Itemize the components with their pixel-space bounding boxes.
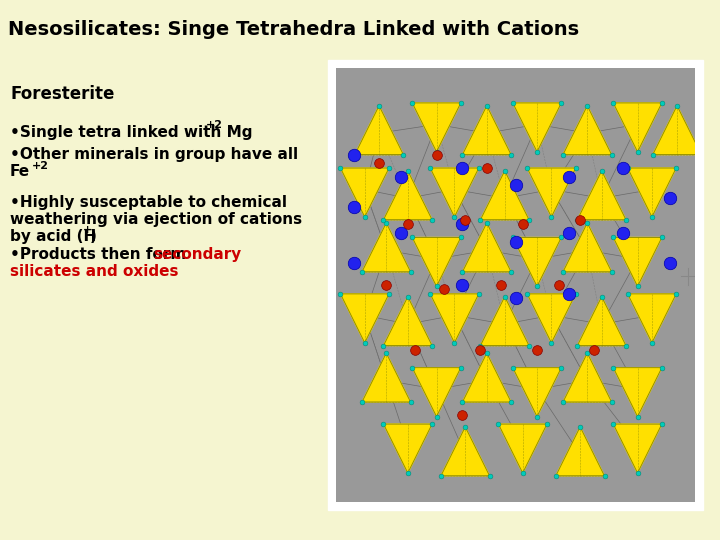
Polygon shape: [527, 294, 575, 343]
Polygon shape: [462, 353, 511, 402]
Polygon shape: [355, 106, 403, 154]
Polygon shape: [556, 427, 604, 476]
Polygon shape: [480, 296, 529, 346]
Polygon shape: [563, 353, 611, 402]
Polygon shape: [480, 171, 529, 220]
Text: •Single tetra linked with Mg: •Single tetra linked with Mg: [10, 125, 253, 140]
Polygon shape: [431, 168, 479, 217]
Polygon shape: [431, 294, 479, 343]
Text: +: +: [83, 225, 92, 235]
Text: silicates and oxides: silicates and oxides: [10, 264, 179, 279]
Text: Fe: Fe: [10, 164, 30, 179]
Polygon shape: [613, 238, 662, 286]
Text: Nesosilicates: Singe Tetrahedra Linked with Cations: Nesosilicates: Singe Tetrahedra Linked w…: [8, 20, 579, 39]
Polygon shape: [577, 296, 626, 346]
Polygon shape: [628, 168, 676, 217]
Text: •Other minerals in group have all: •Other minerals in group have all: [10, 147, 298, 162]
Bar: [328, 60, 703, 510]
Polygon shape: [498, 424, 547, 473]
Text: •Highly susceptable to chemical: •Highly susceptable to chemical: [10, 195, 287, 210]
Polygon shape: [628, 294, 676, 343]
Polygon shape: [613, 424, 662, 473]
Text: weathering via ejection of cations: weathering via ejection of cations: [10, 212, 302, 227]
Polygon shape: [341, 168, 389, 217]
Polygon shape: [613, 368, 662, 416]
Text: Foresterite: Foresterite: [10, 85, 114, 103]
Polygon shape: [384, 424, 432, 473]
Polygon shape: [513, 238, 562, 286]
Polygon shape: [413, 103, 461, 152]
Polygon shape: [413, 368, 461, 416]
Polygon shape: [413, 238, 461, 286]
Text: +2: +2: [32, 161, 49, 171]
Polygon shape: [384, 296, 432, 346]
Polygon shape: [577, 171, 626, 220]
Text: •Products then form: •Products then form: [10, 247, 192, 262]
Polygon shape: [441, 427, 490, 476]
Polygon shape: [362, 353, 410, 402]
Polygon shape: [362, 223, 410, 272]
Text: +2: +2: [206, 120, 223, 130]
Polygon shape: [462, 223, 511, 272]
Polygon shape: [527, 168, 575, 217]
Polygon shape: [341, 294, 389, 343]
Polygon shape: [462, 106, 511, 154]
Text: secondary: secondary: [153, 247, 241, 262]
Polygon shape: [653, 106, 701, 154]
Text: by acid (H: by acid (H: [10, 229, 96, 244]
Polygon shape: [513, 103, 562, 152]
Text: ): ): [90, 229, 97, 244]
Polygon shape: [613, 103, 662, 152]
Polygon shape: [384, 171, 432, 220]
Polygon shape: [563, 106, 611, 154]
Polygon shape: [513, 368, 562, 416]
Bar: [336, 68, 695, 502]
Polygon shape: [563, 223, 611, 272]
